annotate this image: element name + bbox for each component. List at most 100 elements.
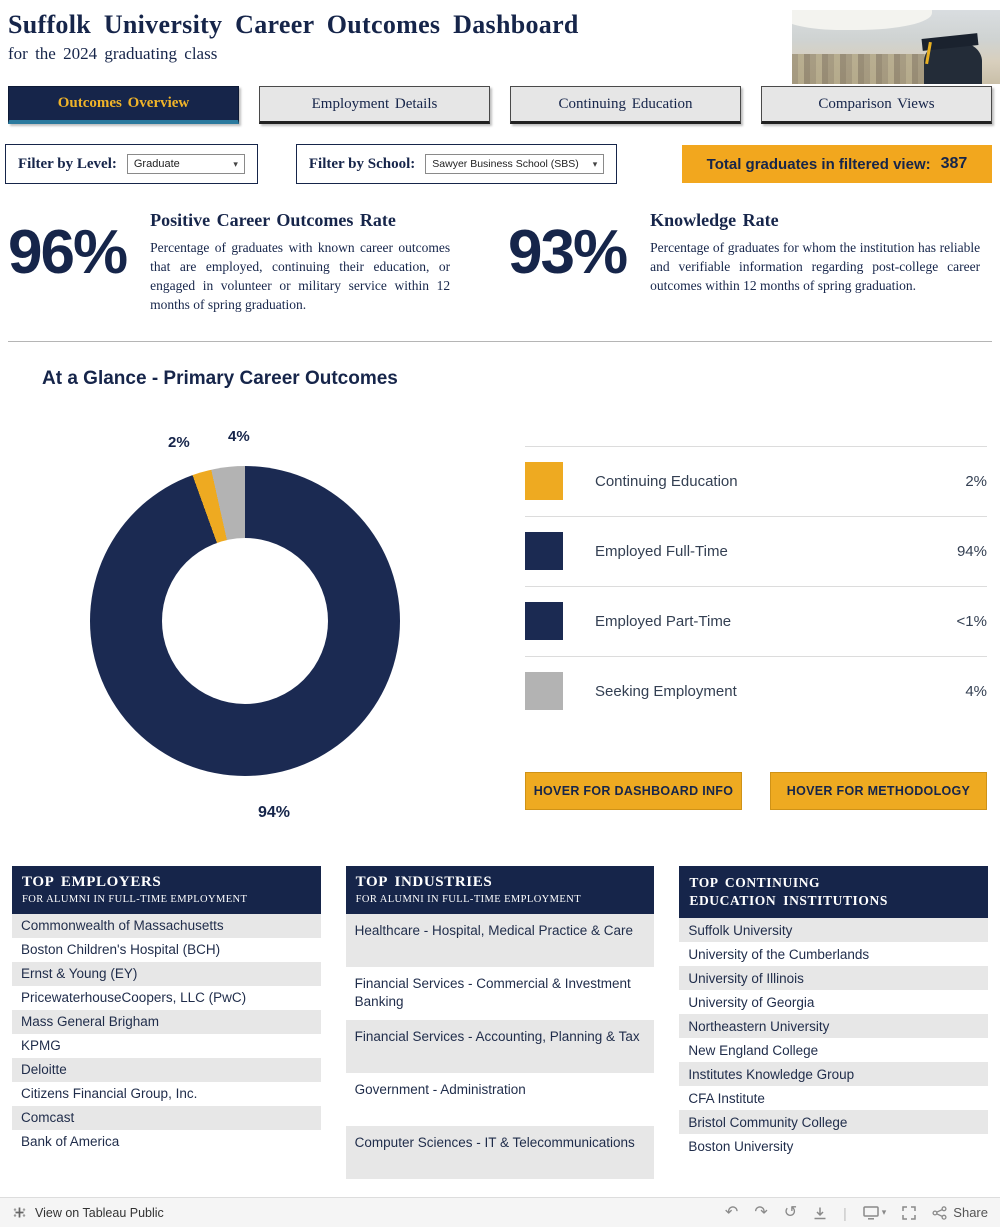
table-row[interactable]: Mass General Brigham — [12, 1009, 321, 1034]
kpi-positive-outcomes: 96% Positive Career Outcomes Rate Percen… — [8, 210, 508, 315]
legend-item-continuing-education[interactable]: Continuing Education 2% — [525, 445, 987, 516]
top-employers-rows: Commonwealth of Massachusetts Boston Chi… — [12, 913, 321, 1154]
filter-school-value: Sawyer Business School (SBS) — [432, 158, 579, 170]
glance-section-title: At a Glance - Primary Career Outcomes — [42, 367, 398, 389]
table-row[interactable]: Computer Sciences - IT & Telecommunicati… — [345, 1125, 655, 1179]
header: Suffolk University Career Outcomes Dashb… — [0, 0, 1000, 84]
top-industries-rows: Healthcare - Hospital, Medical Practice … — [345, 913, 655, 1179]
tableau-logo-icon — [12, 1205, 27, 1220]
table-row[interactable]: University of Georgia — [688, 994, 815, 1010]
tab-outcomes-overview[interactable]: Outcomes Overview — [8, 86, 239, 124]
share-button[interactable]: Share — [932, 1205, 988, 1220]
table-row[interactable]: Ernst & Young (EY) — [12, 961, 321, 986]
top-industries-subtitle: FOR ALUMNI IN FULL-TIME EMPLOYMENT — [355, 893, 582, 905]
legend-label: Employed Full-Time — [595, 542, 728, 560]
donut-label-employed-full-time: 94% — [258, 803, 291, 821]
chevron-down-icon: ▾ — [881, 1207, 887, 1217]
tableau-footer-toolbar: View on Tableau Public ↶ ↷ ↺ | ▾ — [0, 1197, 1000, 1227]
kpi-positive-outcomes-text: Positive Career Outcomes Rate Percentage… — [150, 210, 450, 315]
legend-swatch-navy — [525, 532, 563, 571]
chevron-down-icon: ▾ — [592, 158, 598, 169]
legend-value: <1% — [956, 612, 987, 630]
donut-chart-wrap: 2% 4% 94% — [0, 406, 440, 826]
table-row[interactable]: University of Illinois — [679, 966, 989, 990]
filter-school-label: Filter by School: — [308, 155, 416, 172]
table-row[interactable]: PricewaterhouseCoopers, LLC (PwC) — [21, 990, 247, 1006]
table-row[interactable]: Northeastern University — [679, 1014, 989, 1038]
filter-level-value: Graduate — [133, 158, 180, 170]
legend-swatch-navy — [525, 602, 563, 641]
kpi-knowledge-rate: 93% Knowledge Rate Percentage of graduat… — [508, 210, 992, 315]
table-row[interactable]: Government - Administration — [354, 1081, 526, 1097]
table-row[interactable]: Financial Services - Accounting, Plannin… — [345, 1019, 655, 1073]
filter-level-label: Filter by Level: — [18, 155, 117, 172]
methodology-button[interactable]: HOVER FOR METHODOLOGY — [770, 771, 987, 810]
kpi-positive-outcomes-value: 96% — [8, 218, 128, 287]
table-row[interactable]: KPMG — [21, 1038, 61, 1054]
table-row[interactable]: Suffolk University — [679, 918, 989, 942]
filter-school-select[interactable]: Sawyer Business School (SBS) ▾ — [425, 154, 605, 174]
table-row[interactable]: Boston Children's Hospital (BCH) — [21, 942, 221, 958]
kpi-knowledge-rate-title: Knowledge Rate — [650, 210, 779, 230]
share-icon — [932, 1205, 947, 1220]
legend-label: Seeking Employment — [595, 682, 737, 700]
view-on-tableau-public[interactable]: View on Tableau Public — [12, 1205, 164, 1220]
fullscreen-icon[interactable] — [902, 1205, 917, 1220]
legend-item-seeking-employment[interactable]: Seeking Employment 4% — [525, 655, 987, 726]
tab-continuing-education[interactable]: Continuing Education — [510, 86, 741, 124]
view-on-tableau-public-label: View on Tableau Public — [35, 1205, 164, 1220]
table-row[interactable]: University of the Cumberlands — [688, 946, 870, 962]
footer-actions: ↶ ↷ ↺ | ▾ — [724, 1203, 988, 1221]
bottom-tables: TOP EMPLOYERS FOR ALUMNI IN FULL-TIME EM… — [12, 865, 989, 1179]
table-row[interactable]: Institutes Knowledge Group — [679, 1062, 989, 1086]
dashboard-info-button[interactable]: HOVER FOR DASHBOARD INFO — [525, 771, 742, 810]
top-institutions-header: TOP CONTINUING EDUCATION INSTITUTIONS — [679, 865, 989, 918]
table-row[interactable]: Healthcare - Hospital, Medical Practice … — [345, 913, 655, 967]
legend-label: Continuing Education — [595, 472, 738, 490]
table-row[interactable]: New England College — [688, 1042, 819, 1058]
filter-school-box: Filter by School: Sawyer Business School… — [295, 144, 618, 184]
tab-comparison-views[interactable]: Comparison Views — [761, 86, 992, 124]
table-row[interactable]: Financial Services - Commercial & Invest… — [354, 975, 631, 1009]
divider — [8, 340, 992, 342]
filter-level-select[interactable]: Graduate ▾ — [126, 154, 245, 174]
legend-swatch-gold — [525, 462, 563, 501]
table-row[interactable]: Bristol Community College — [679, 1110, 989, 1134]
tab-employment-details[interactable]: Employment Details — [259, 86, 490, 124]
top-employers-subtitle: FOR ALUMNI IN FULL-TIME EMPLOYMENT — [22, 893, 248, 905]
reset-icon[interactable]: ↺ — [783, 1203, 798, 1221]
legend-value: 4% — [965, 682, 987, 700]
table-row[interactable]: Boston University — [688, 1138, 794, 1154]
top-institutions-title-line1: TOP CONTINUING — [689, 874, 821, 890]
table-row[interactable]: CFA Institute — [688, 1090, 765, 1106]
kpi-knowledge-rate-text: Knowledge Rate Percentage of graduates f… — [650, 210, 980, 315]
footer-separator: | — [843, 1204, 847, 1221]
top-institutions-table: TOP CONTINUING EDUCATION INSTITUTIONS Su… — [679, 865, 989, 1179]
table-row[interactable]: Citizens Financial Group, Inc. — [21, 1086, 198, 1102]
legend-item-employed-part-time[interactable]: Employed Part-Time <1% — [525, 585, 987, 656]
header-text: Suffolk University Career Outcomes Dashb… — [8, 10, 579, 64]
donut-label-continuing-education: 2% — [168, 433, 190, 451]
kpi-positive-outcomes-title: Positive Career Outcomes Rate — [150, 210, 396, 230]
total-graduates-label: Total graduates in filtered view: — [706, 155, 931, 173]
table-row[interactable]: Commonwealth of Massachusetts — [12, 913, 321, 938]
kpi-knowledge-rate-description: Percentage of graduates for whom the ins… — [650, 240, 981, 293]
legend-item-employed-full-time[interactable]: Employed Full-Time 94% — [525, 515, 987, 586]
device-preview-icon[interactable]: ▾ — [863, 1205, 887, 1220]
legend-and-buttons: Continuing Education 2% Employed Full-Ti… — [525, 406, 987, 826]
table-row[interactable]: Bank of America — [21, 1134, 120, 1150]
top-employers-header: TOP EMPLOYERS FOR ALUMNI IN FULL-TIME EM… — [12, 865, 321, 914]
share-label: Share — [953, 1205, 988, 1220]
donut-label-seeking-employment: 4% — [228, 427, 250, 445]
total-graduates-badge: Total graduates in filtered view: 387 — [682, 145, 992, 183]
table-row[interactable]: Deloitte — [12, 1057, 321, 1082]
download-icon[interactable] — [813, 1206, 827, 1220]
donut-chart[interactable] — [90, 465, 400, 776]
top-industries-table: TOP INDUSTRIES FOR ALUMNI IN FULL-TIME E… — [345, 865, 655, 1179]
filter-row: Filter by Level: Graduate ▾ Filter by Sc… — [5, 144, 992, 184]
table-row[interactable]: Comcast — [12, 1105, 321, 1130]
kpi-positive-outcomes-description: Percentage of graduates with known caree… — [150, 240, 451, 312]
undo-icon[interactable]: ↶ — [724, 1203, 739, 1221]
redo-icon[interactable]: ↷ — [754, 1203, 768, 1221]
